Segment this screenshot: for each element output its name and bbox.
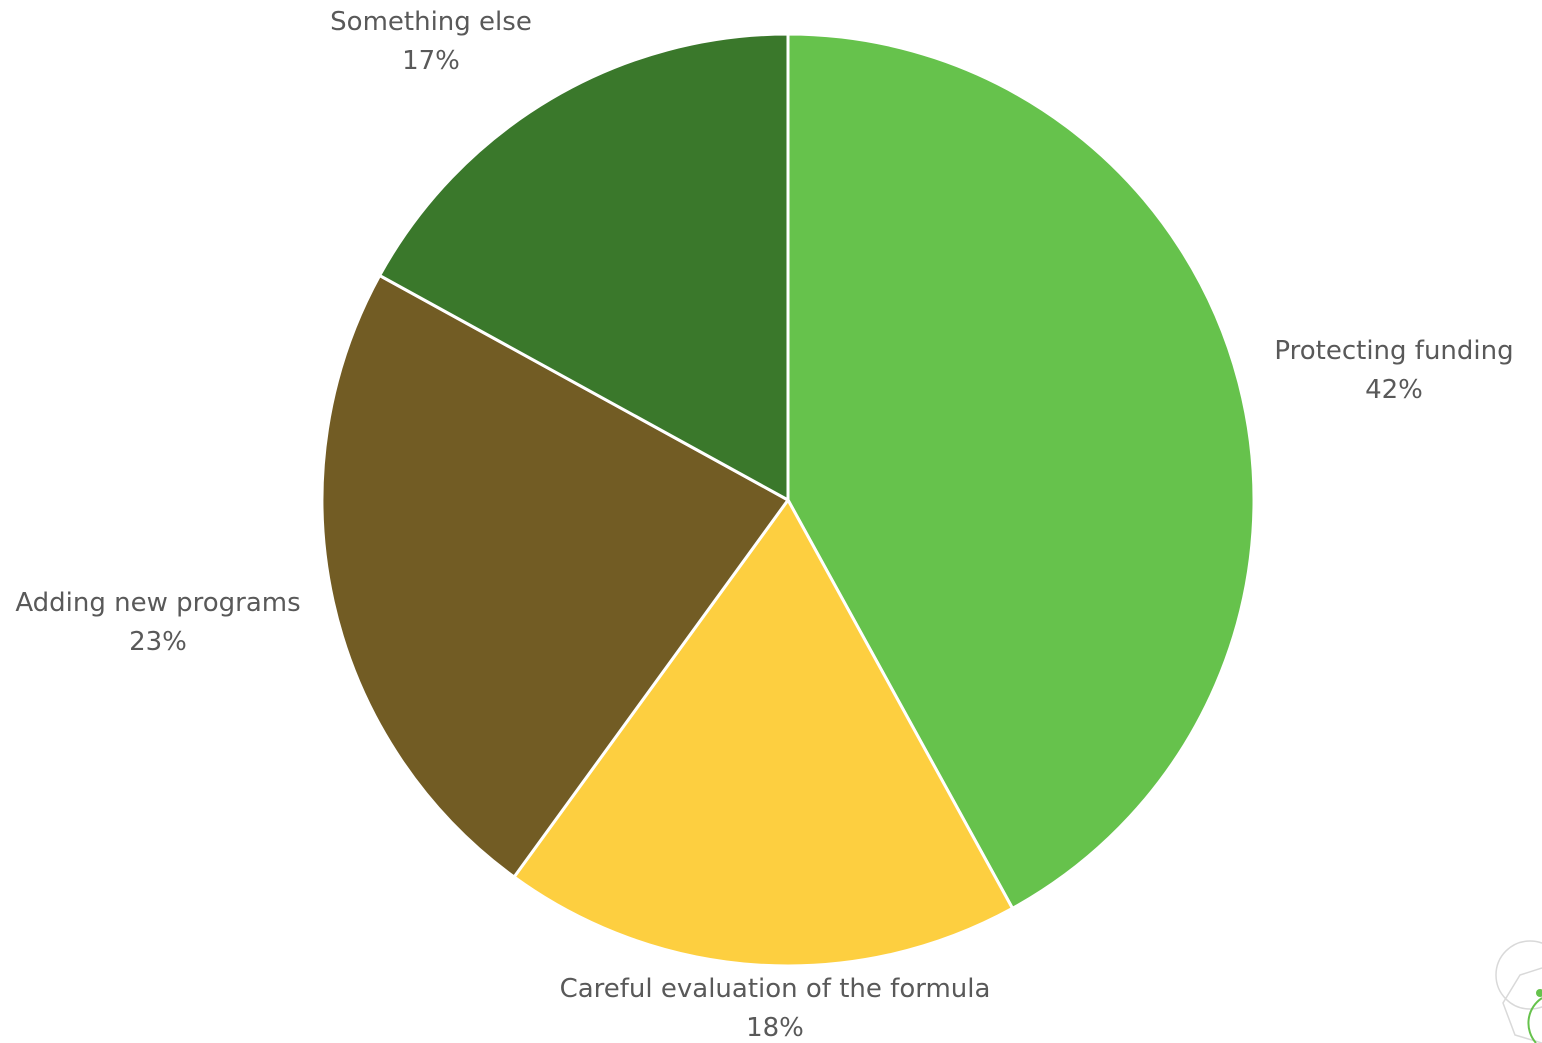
corner-logo: [1495, 940, 1542, 1043]
logo-green-dot: [1536, 989, 1542, 997]
pie-slice-careful-evaluation-of-the-formula: [512, 498, 1014, 968]
slice-category-label: Adding new programs: [15, 588, 300, 618]
pie-slices: [320, 32, 1256, 968]
pie-slice-adding-new-programs: [320, 274, 790, 879]
pie-labels: Protecting funding 42% Careful evaluation …: [15, 7, 1513, 1043]
slice-percent-label: 18%: [746, 1013, 804, 1043]
pie-slice-something-else: [378, 32, 790, 502]
slice-category-label: Careful evaluation of the formula: [560, 974, 991, 1004]
logo-green-arc: [1527, 997, 1542, 1043]
slice-category-label: Something else: [330, 7, 532, 37]
slice-percent-label: 42%: [1365, 375, 1423, 405]
logo-hexagon-outline: [1502, 967, 1542, 1043]
slice-category-label: Protecting funding: [1274, 336, 1513, 366]
slice-percent-label: 17%: [402, 46, 460, 76]
slice-percent-label: 23%: [129, 627, 187, 657]
logo-outline-circle: [1495, 940, 1542, 1010]
pie-slice-protecting-funding: [786, 32, 1256, 910]
